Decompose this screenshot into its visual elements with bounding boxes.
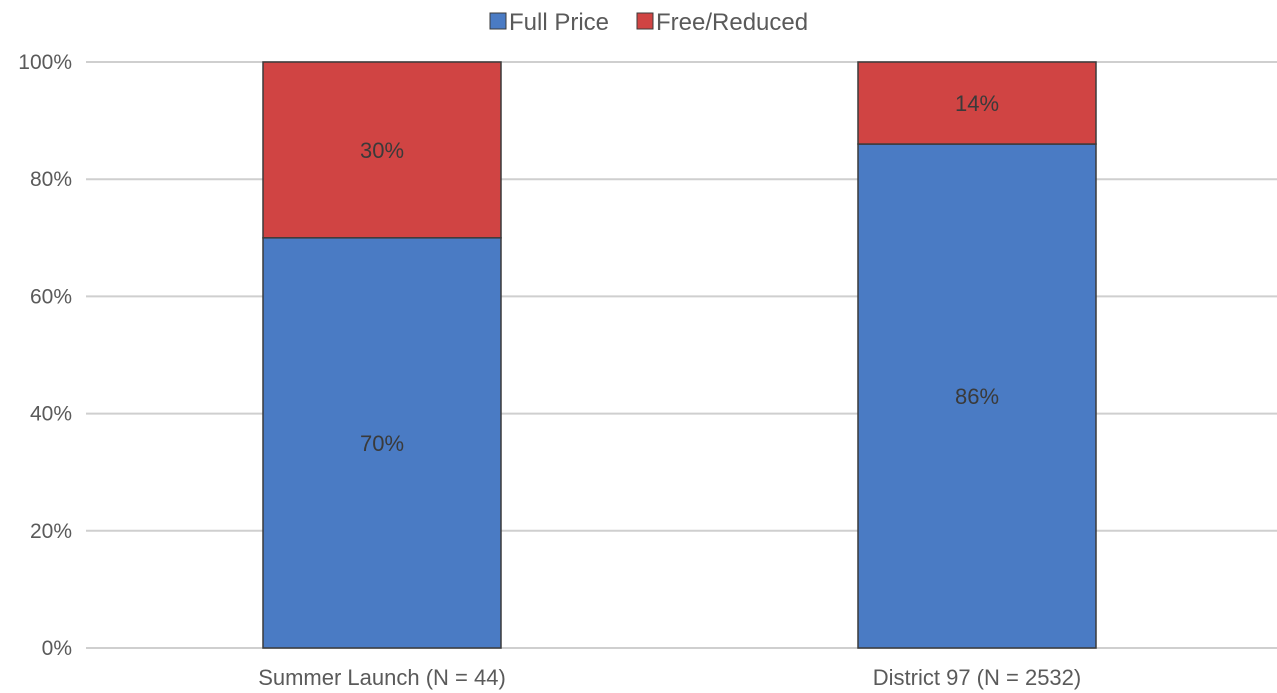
y-tick-label: 60% [30,285,72,308]
data-label-full-price-0: 70% [360,431,404,456]
data-label-free-reduced-1: 14% [955,91,999,116]
legend-label-free-reduced: Free/Reduced [656,9,808,36]
x-category-label: Summer Launch (N = 44) [258,665,506,690]
y-axis: 0% 20% 40% 60% 80% 100% [18,51,72,660]
y-tick-label: 40% [30,403,72,426]
x-category-label: District 97 (N = 2532) [873,665,1081,690]
bars: 70% 30% 86% 14% [262,61,1097,649]
legend: Full Price Free/Reduced [489,9,808,36]
bar-free-reduced-0 [262,61,502,239]
bar-full-price-1 [857,143,1097,649]
y-tick-label: 0% [42,637,72,660]
bar-free-reduced-1 [857,61,1097,145]
legend-swatch-free-reduced [636,12,654,30]
y-tick-label: 80% [30,168,72,191]
x-axis: Summer Launch (N = 44) District 97 (N = 2… [258,665,1081,690]
y-tick-label: 20% [30,520,72,543]
data-label-free-reduced-0: 30% [360,138,404,163]
legend-label-full-price: Full Price [509,9,609,36]
data-label-full-price-1: 86% [955,384,999,409]
y-tick-label: 100% [18,51,72,74]
bar-full-price-0 [262,237,502,649]
legend-swatch-full-price [489,12,507,30]
